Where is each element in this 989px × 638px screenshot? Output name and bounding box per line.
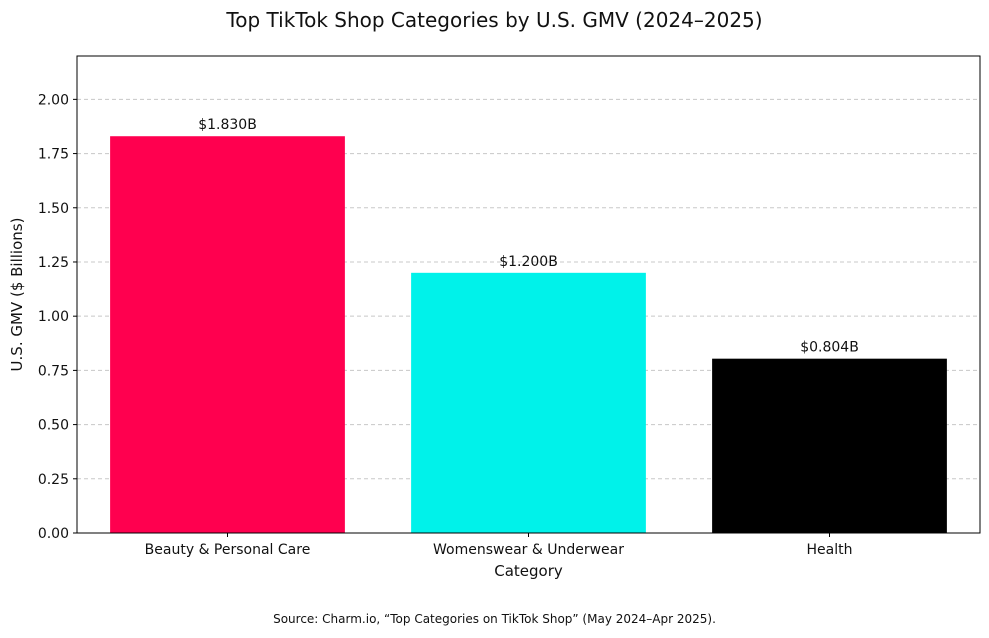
- y-tick-label: 1.50: [38, 201, 69, 217]
- x-tick-label: Womenswear & Underwear: [433, 542, 624, 558]
- y-tick-label: 1.75: [38, 147, 69, 163]
- data-label: $0.804B: [800, 340, 859, 356]
- x-tick-label: Health: [807, 542, 853, 558]
- data-label: $1.830B: [198, 117, 257, 133]
- x-axis: Beauty & Personal Care Womenswear & Under…: [145, 533, 853, 558]
- bar: [411, 272, 646, 533]
- source-note: Source: Charm.io, “Top Categories on Tik…: [273, 612, 716, 626]
- y-axis-label: U.S. GMV ($ Billions): [8, 218, 26, 372]
- y-tick-label: 0.75: [38, 363, 69, 379]
- y-tick-label: 0.00: [38, 526, 69, 542]
- bar: [110, 136, 345, 534]
- x-tick-label: Beauty & Personal Care: [145, 542, 311, 558]
- y-tick-label: 2.00: [38, 92, 69, 108]
- bars: [110, 136, 947, 534]
- bar: [712, 358, 947, 533]
- data-labels: $1.830B $1.200B $0.804B: [198, 117, 859, 355]
- y-axis: 0.00 0.25 0.50 0.75 1.00 1.25 1.50 1.75 2.00: [38, 92, 77, 542]
- data-label: $1.200B: [499, 254, 558, 270]
- x-axis-label: Category: [494, 562, 563, 580]
- chart-title: Top TikTok Shop Categories by U.S. GMV (…: [226, 8, 763, 32]
- y-tick-label: 1.25: [38, 255, 69, 271]
- y-tick-label: 1.00: [38, 309, 69, 325]
- y-tick-label: 0.50: [38, 418, 69, 434]
- y-tick-label: 0.25: [38, 472, 69, 488]
